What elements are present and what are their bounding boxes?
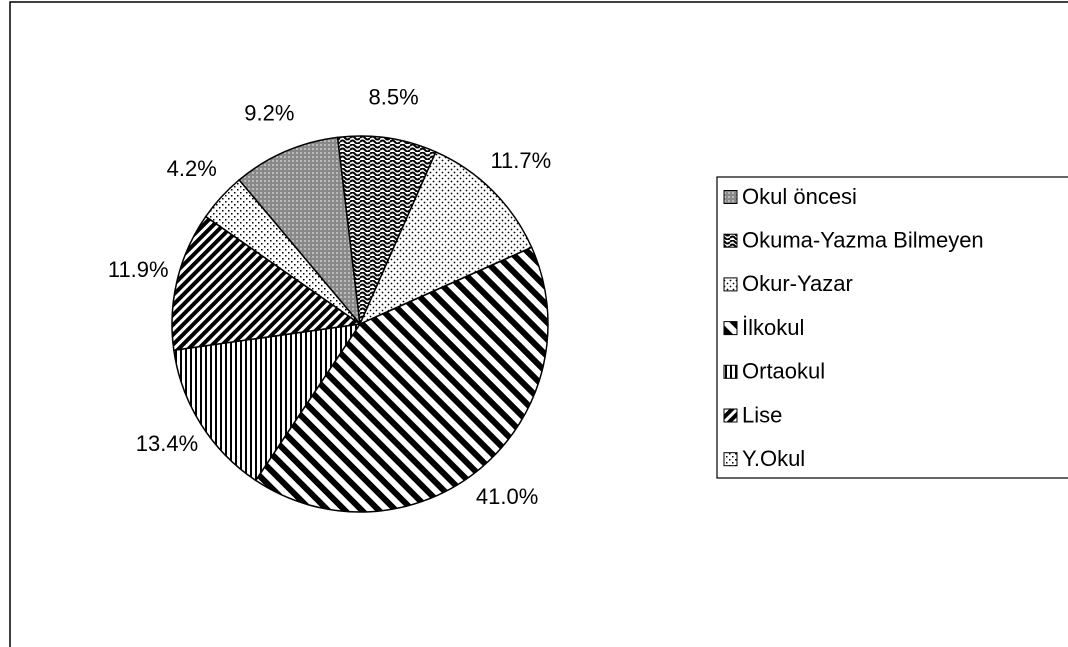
pie-slice	[358, 150, 533, 326]
data-label: 11.7%	[490, 148, 551, 173]
chart-border	[9, 1, 1068, 647]
data-label: 4.2%	[167, 156, 217, 181]
pie-slice	[238, 136, 362, 327]
pie-slice	[336, 135, 437, 327]
data-label: 9.2%	[244, 101, 294, 126]
legend-swatch	[723, 277, 738, 292]
legend-label: İlkokul	[742, 315, 804, 340]
legend-swatch	[723, 452, 738, 467]
data-label: 11.9%	[108, 257, 169, 282]
legend-box	[716, 176, 1068, 479]
legend-swatch	[723, 190, 738, 204]
legend-label: Ortaokul	[742, 359, 825, 384]
legend-swatch	[723, 364, 738, 379]
legend-label: Okuma-Yazma Bilmeyen	[742, 228, 984, 253]
legend-swatch	[723, 233, 738, 248]
legend-swatch	[723, 408, 738, 423]
pie-slice	[172, 323, 362, 482]
legend-label: Lise	[742, 402, 782, 427]
legend-label: Okur-Yazar	[742, 271, 853, 296]
data-label: 8.5%	[368, 84, 418, 109]
pie-slice	[204, 178, 361, 325]
legend-label: Y.Okul	[742, 446, 805, 471]
pie-slice	[254, 246, 549, 513]
pie-slice	[171, 215, 362, 352]
data-label: 41.0%	[476, 484, 538, 509]
legend-label: Okul öncesi	[742, 184, 857, 209]
data-label: 13.4%	[136, 431, 198, 456]
legend-swatch	[723, 321, 738, 336]
